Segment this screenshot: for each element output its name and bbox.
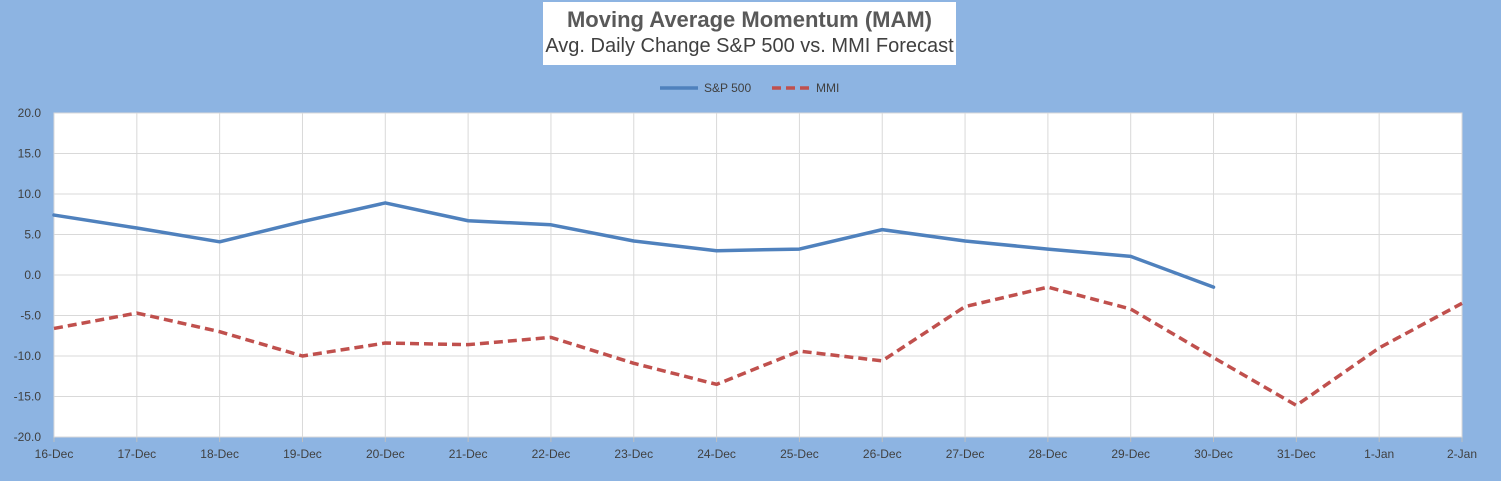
chart-title: Moving Average Momentum (MAM) <box>566 7 933 32</box>
series-line-mmi <box>53 285 1463 408</box>
series-lines <box>52 201 1463 408</box>
y-tick-label: 20.0 <box>18 106 42 120</box>
x-tick-label: 19-Dec <box>283 447 322 461</box>
x-tick-label: 29-Dec <box>1111 447 1150 461</box>
legend-label: S&P 500 <box>704 81 751 95</box>
x-tick-label: 23-Dec <box>614 447 653 461</box>
y-tick-label: -15.0 <box>14 390 42 404</box>
y-tick-label: -5.0 <box>20 309 41 323</box>
y-tick-label: 0.0 <box>24 268 41 282</box>
y-tick-label: 15.0 <box>18 147 42 161</box>
legend-label: MMI <box>816 81 839 95</box>
x-tick-label: 17-Dec <box>117 447 156 461</box>
series-line-sp500 <box>52 201 1216 289</box>
x-tick-label: 16-Dec <box>35 447 74 461</box>
y-axis-ticks: 20.0 15.0 10.0 5.0 0.0 -5.0 -10.0 -15.0 -20.0 <box>14 106 42 444</box>
x-tick-label: 2-Jan <box>1447 447 1477 461</box>
x-tick-label: 28-Dec <box>1029 447 1068 461</box>
x-tick-label: 25-Dec <box>780 447 819 461</box>
x-tick-label: 21-Dec <box>449 447 488 461</box>
legend: S&P 500 MMI <box>660 81 839 95</box>
y-tick-label: -10.0 <box>14 349 42 363</box>
chart-title-box: Moving Average Momentum (MAM) Avg. Daily… <box>543 2 956 65</box>
x-tick-label: 22-Dec <box>532 447 571 461</box>
x-tick-label: 18-Dec <box>200 447 239 461</box>
x-tick-label: 1-Jan <box>1364 447 1394 461</box>
plot-border <box>53 112 1463 438</box>
x-tick-label: 20-Dec <box>366 447 405 461</box>
grid-lines <box>53 112 1463 442</box>
y-tick-label: -20.0 <box>14 430 42 444</box>
x-axis-ticks: 16-Dec 17-Dec 18-Dec 19-Dec 20-Dec 21-Dec 22-D… <box>35 447 1477 461</box>
x-tick-label: 31-Dec <box>1277 447 1316 461</box>
x-tick-label: 27-Dec <box>946 447 985 461</box>
y-tick-label: 5.0 <box>24 228 41 242</box>
chart-subtitle: Avg. Daily Change S&P 500 vs. MMI Foreca… <box>545 35 954 57</box>
x-tick-label: 26-Dec <box>863 447 902 461</box>
x-tick-label: 30-Dec <box>1194 447 1233 461</box>
x-tick-label: 24-Dec <box>697 447 736 461</box>
y-tick-label: 10.0 <box>18 187 42 201</box>
